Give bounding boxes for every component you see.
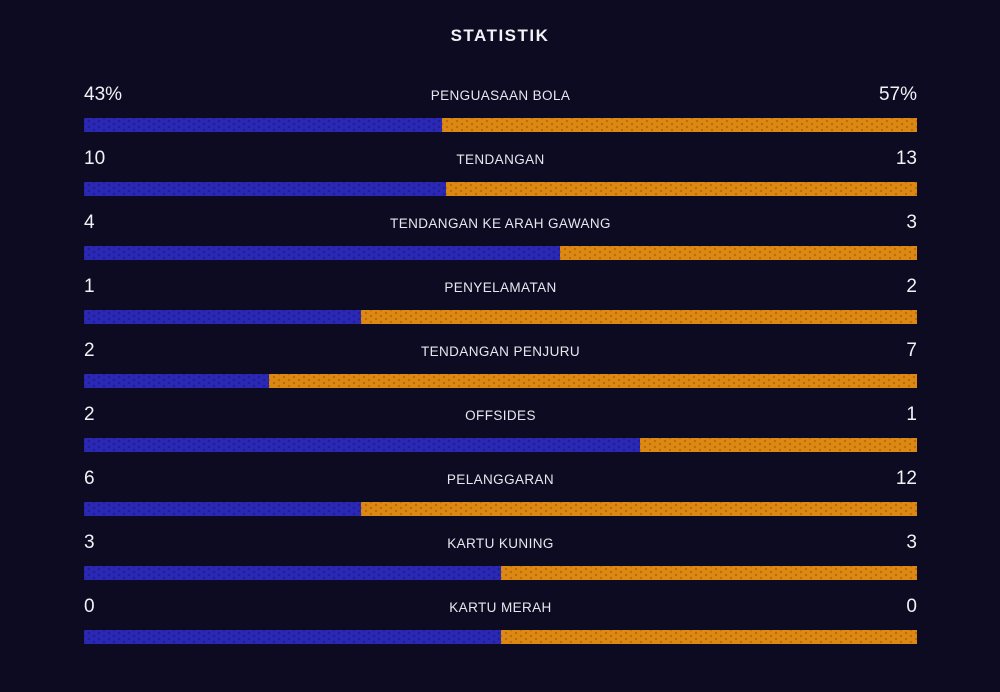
- stat-label: PENYELAMATAN: [444, 280, 557, 295]
- home-bar-segment: [84, 566, 501, 580]
- stat-row: 43% PENGUASAAN BOLA 57%: [84, 85, 917, 132]
- away-bar-segment: [442, 118, 917, 132]
- home-bar-segment: [84, 310, 362, 324]
- stat-bar: [84, 502, 917, 516]
- home-value: 2: [84, 340, 95, 361]
- away-value: 12: [895, 468, 917, 489]
- home-bar-segment: [84, 374, 269, 388]
- stat-label: PENGUASAAN BOLA: [430, 88, 571, 103]
- stat-row: 1 PENYELAMATAN 2: [84, 277, 917, 324]
- away-value: 2: [906, 276, 917, 297]
- stat-bar: [84, 246, 917, 260]
- stat-row: 4 TENDANGAN KE ARAH GAWANG 3: [84, 213, 917, 260]
- stat-row: 2 TENDANGAN PENJURU 7: [84, 341, 917, 388]
- stat-bar: [84, 438, 917, 452]
- home-bar-segment: [84, 118, 443, 132]
- stat-label: KARTU MERAH: [449, 600, 552, 615]
- stat-row-header: 3 KARTU KUNING 3: [84, 533, 917, 554]
- stat-bar: [84, 310, 917, 324]
- home-value: 6: [84, 468, 95, 489]
- panel-title: STATISTIK: [450, 26, 550, 45]
- stat-label: TENDANGAN PENJURU: [420, 344, 581, 359]
- stat-row-header: 1 PENYELAMATAN 2: [84, 277, 917, 298]
- away-value: 3: [906, 212, 917, 233]
- away-value: 3: [906, 532, 917, 553]
- home-bar-segment: [84, 630, 501, 644]
- home-bar-segment: [84, 438, 640, 452]
- stat-row: 3 KARTU KUNING 3: [84, 533, 917, 580]
- home-bar-segment: [84, 502, 362, 516]
- home-bar-segment: [84, 182, 447, 196]
- away-bar-segment: [559, 246, 917, 260]
- away-bar-segment: [500, 566, 917, 580]
- stat-bar: [84, 182, 917, 196]
- stats-list: 43% PENGUASAAN BOLA 57% 10 TENDANGAN 13 …: [84, 85, 917, 644]
- home-value: 1: [84, 276, 95, 297]
- stat-label: TENDANGAN: [456, 152, 545, 167]
- away-value: 1: [906, 404, 917, 425]
- away-bar-segment: [639, 438, 917, 452]
- away-value: 7: [906, 340, 917, 361]
- away-bar-segment: [500, 630, 917, 644]
- home-value: 0: [84, 596, 95, 617]
- stat-bar: [84, 630, 917, 644]
- away-bar-segment: [268, 374, 917, 388]
- stat-row-header: 6 PELANGGARAN 12: [84, 469, 917, 490]
- away-value: 0: [906, 596, 917, 617]
- stat-label: TENDANGAN KE ARAH GAWANG: [390, 216, 611, 231]
- stat-bar: [84, 118, 917, 132]
- stat-label: KARTU KUNING: [447, 536, 554, 551]
- stat-row-header: 2 OFFSIDES 1: [84, 405, 917, 426]
- away-bar-segment: [446, 182, 917, 196]
- stat-row-header: 10 TENDANGAN 13: [84, 149, 917, 170]
- stat-row: 0 KARTU MERAH 0: [84, 597, 917, 644]
- home-value: 3: [84, 532, 95, 553]
- stat-row-header: 2 TENDANGAN PENJURU 7: [84, 341, 917, 362]
- stat-bar: [84, 566, 917, 580]
- stat-row: 2 OFFSIDES 1: [84, 405, 917, 452]
- stat-row-header: 0 KARTU MERAH 0: [84, 597, 917, 618]
- stat-bar: [84, 374, 917, 388]
- away-bar-segment: [361, 502, 917, 516]
- home-value: 2: [84, 404, 95, 425]
- stat-label: OFFSIDES: [465, 408, 536, 423]
- away-bar-segment: [361, 310, 917, 324]
- stat-row: 10 TENDANGAN 13: [84, 149, 917, 196]
- home-value: 43%: [84, 84, 123, 105]
- stat-row-header: 43% PENGUASAAN BOLA 57%: [84, 85, 917, 106]
- stat-label: PELANGGARAN: [446, 472, 555, 487]
- home-value: 4: [84, 212, 95, 233]
- away-value: 13: [895, 148, 917, 169]
- home-value: 10: [84, 148, 106, 169]
- stat-row-header: 4 TENDANGAN KE ARAH GAWANG 3: [84, 213, 917, 234]
- home-bar-segment: [84, 246, 560, 260]
- stat-row: 6 PELANGGARAN 12: [84, 469, 917, 516]
- away-value: 57%: [878, 84, 917, 105]
